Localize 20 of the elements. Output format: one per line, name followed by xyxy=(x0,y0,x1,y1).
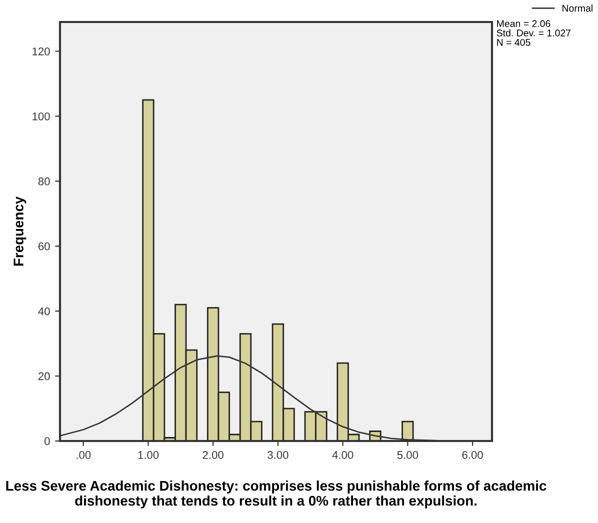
y-tick-label: 80 xyxy=(38,177,50,186)
y-tick-label: 0 xyxy=(44,437,50,446)
x-tick-label: 5.00 xyxy=(397,451,418,459)
x-tick-label: 3.00 xyxy=(268,451,288,459)
y-tick-label: 100 xyxy=(32,112,50,120)
x-tick-label: 2.00 xyxy=(202,451,224,459)
text: Std. Dev. = 1.027 xyxy=(496,29,571,36)
y-tick-label: 20 xyxy=(38,372,50,380)
legend-label: Normal xyxy=(562,4,592,12)
y-axis-title: Frequency xyxy=(14,196,26,266)
x-tick-label: 4.00 xyxy=(332,451,354,459)
text: Mean = 2.06 xyxy=(497,20,550,28)
y-tick-label: 120 xyxy=(32,48,50,56)
x-axis-title: Less Severe Academic Dishonesty: comprises less punishable forms of academic dishonesty that tends to result in a 0% rather than expulsion. xyxy=(6,480,546,508)
text: N = 405 xyxy=(497,38,530,46)
x-tick-label: 1.00 xyxy=(138,451,159,459)
y-tick-label: 40 xyxy=(38,307,50,316)
x-tick-label: .00 xyxy=(76,451,91,459)
y-tick-label: 60 xyxy=(38,242,50,250)
x-tick-label: 6.00 xyxy=(462,451,483,459)
